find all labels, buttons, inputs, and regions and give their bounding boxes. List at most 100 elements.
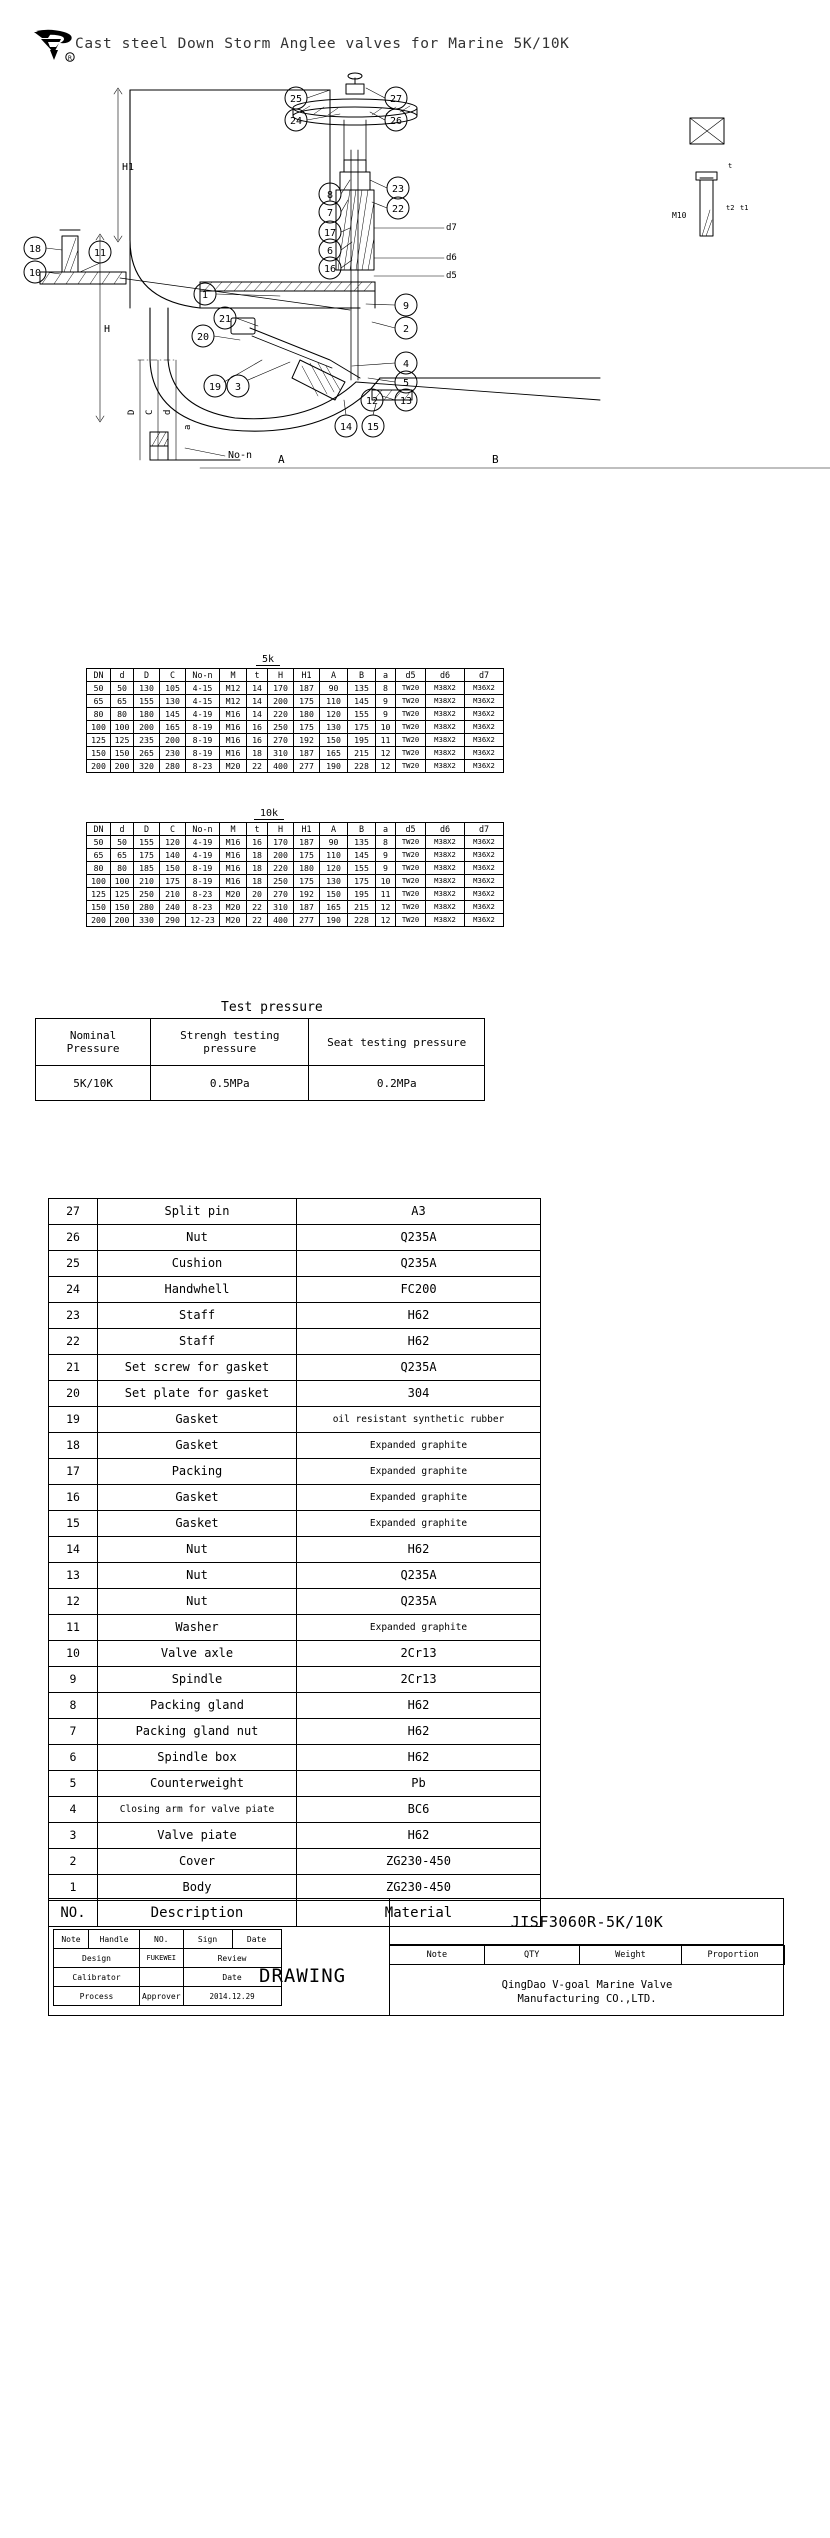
col-B: B <box>347 668 376 682</box>
bom-item-description: Staff <box>97 1302 297 1329</box>
spec-cell: 400 <box>267 759 294 773</box>
bom-item-number: 14 <box>48 1536 98 1563</box>
spec-cell: 100 <box>110 720 134 734</box>
spec-cell: TW20 <box>395 874 426 888</box>
bom-item-description: Spindle box <box>97 1744 297 1771</box>
svg-text:5: 5 <box>403 378 409 389</box>
svg-text:17: 17 <box>324 228 336 239</box>
spec-cell: 190 <box>319 759 348 773</box>
bom-item-number: 26 <box>48 1224 98 1251</box>
col-d6: d6 <box>425 822 465 836</box>
bom-item-number: 16 <box>48 1484 98 1511</box>
spec-cell: M36X2 <box>464 746 504 760</box>
spec-cell: 200 <box>86 913 111 927</box>
col-a: a <box>375 822 396 836</box>
bom-item-number: 23 <box>48 1302 98 1329</box>
spec-cell: M36X2 <box>464 900 504 914</box>
spec-cell: 130 <box>319 874 348 888</box>
table-row: 8 Packing gland H62 <box>48 1692 541 1719</box>
svg-text:19: 19 <box>209 382 221 393</box>
spec-row: 125 125 250 210 8-23 M20 20 270 192 150 195 11 TW20 M… <box>86 887 504 901</box>
bom-item-material: H62 <box>296 1302 541 1329</box>
table-row: 1 Body ZG230-450 <box>48 1874 541 1901</box>
bom-item-material: Expanded graphite <box>296 1432 541 1459</box>
table-row: 27 Split pin A3 <box>48 1198 541 1225</box>
spec-cell: 12 <box>375 900 396 914</box>
test-pressure-title: Test pressure <box>221 1000 323 1015</box>
svg-text:23: 23 <box>392 184 404 195</box>
spec-cell: 9 <box>375 694 396 708</box>
bom-item-number: 8 <box>48 1692 98 1719</box>
col-d7: d7 <box>464 822 504 836</box>
qty-weight-grid: Note QTY Weight Proportion <box>389 1945 785 1965</box>
spec-cell: 155 <box>347 861 376 875</box>
valve-assembly-drawing: M10 t t2 t1 H1 H D C d <box>0 60 830 640</box>
spec-cell: 228 <box>347 913 376 927</box>
spec-cell: 4-19 <box>185 848 220 862</box>
name-calibrator <box>139 1967 184 1987</box>
bom-item-material: Q235A <box>296 1354 541 1381</box>
bom-item-material: Expanded graphite <box>296 1614 541 1641</box>
bom-item-material: Expanded graphite <box>296 1510 541 1537</box>
spec-cell: M36X2 <box>464 913 504 927</box>
spec-cell: 11 <box>375 733 396 747</box>
spec-cell: 135 <box>347 835 376 849</box>
spec-cell: M20 <box>219 759 247 773</box>
table-row: 21 Set screw for gasket Q235A <box>48 1354 541 1381</box>
spec-cell: 320 <box>133 759 160 773</box>
spec-cell: M16 <box>219 707 247 721</box>
table-row: 17 Packing Expanded graphite <box>48 1458 541 1485</box>
spec-cell: 175 <box>293 848 320 862</box>
drawing-word: DRAWING <box>259 1965 347 1987</box>
spec-cell: 145 <box>159 707 186 721</box>
spec-5k-label: 5k <box>248 654 288 666</box>
bom-item-number: 3 <box>48 1822 98 1849</box>
spec-cell: M38X2 <box>425 874 465 888</box>
spec-cell: M38X2 <box>425 848 465 862</box>
svg-text:R: R <box>68 55 72 62</box>
spec-cell: 120 <box>319 707 348 721</box>
spec-cell: 280 <box>159 759 186 773</box>
qw-proportion: Proportion <box>681 1945 785 1965</box>
spec-cell: 125 <box>86 887 111 901</box>
bom-item-material: H62 <box>296 1744 541 1771</box>
bom-item-description: Gasket <box>97 1406 297 1433</box>
bom-item-number: 15 <box>48 1510 98 1537</box>
spec-cell: 187 <box>293 835 320 849</box>
table-row: 9 Spindle 2Cr13 <box>48 1666 541 1693</box>
spec-row: 200 200 320 280 8-23 M20 22 400 277 190 228 12 TW20 M… <box>86 759 504 773</box>
spec-cell: 4-15 <box>185 694 220 708</box>
spec-row: 150 150 280 240 8-23 M20 22 310 187 165 215 12 TW20 M… <box>86 900 504 914</box>
spec-cell: 8-19 <box>185 874 220 888</box>
spec-cell: 220 <box>267 861 294 875</box>
bom-item-description: Valve axle <box>97 1640 297 1667</box>
spec-cell: 150 <box>159 861 186 875</box>
spec-cell: 50 <box>110 681 134 695</box>
bom-item-description: Nut <box>97 1588 297 1615</box>
spec-cell: M38X2 <box>425 835 465 849</box>
spec-cell: 10 <box>375 720 396 734</box>
spec-cell: 192 <box>293 887 320 901</box>
spec-cell: 14 <box>246 694 268 708</box>
bom-item-description: Handwhell <box>97 1276 297 1303</box>
col-d5: d5 <box>395 822 426 836</box>
bom-item-number: 10 <box>48 1640 98 1667</box>
bom-item-material: H62 <box>296 1822 541 1849</box>
svg-text:10: 10 <box>29 268 41 279</box>
spec-5k-body: 50 50 130 105 4-15 M12 14 170 187 90 135 8 TW20 M38X2… <box>86 681 504 773</box>
bom-item-description: Nut <box>97 1536 297 1563</box>
col-H: H <box>267 822 294 836</box>
bom-footer-description: Description <box>97 1900 297 1927</box>
table-row: 7 Packing gland nut H62 <box>48 1718 541 1745</box>
col-A: A <box>319 668 348 682</box>
bom-item-number: 21 <box>48 1354 98 1381</box>
table-row: 14 Nut H62 <box>48 1536 541 1563</box>
bom-item-description: Washer <box>97 1614 297 1641</box>
spec-cell: M16 <box>219 874 247 888</box>
spec-cell: 150 <box>86 746 111 760</box>
bom-item-description: Valve piate <box>97 1822 297 1849</box>
table-row: 2 Cover ZG230-450 <box>48 1848 541 1875</box>
spec-cell: 4-15 <box>185 681 220 695</box>
table-row: 19 Gasket oil resistant synthetic rubber <box>48 1406 541 1433</box>
spec-cell: 100 <box>86 874 111 888</box>
